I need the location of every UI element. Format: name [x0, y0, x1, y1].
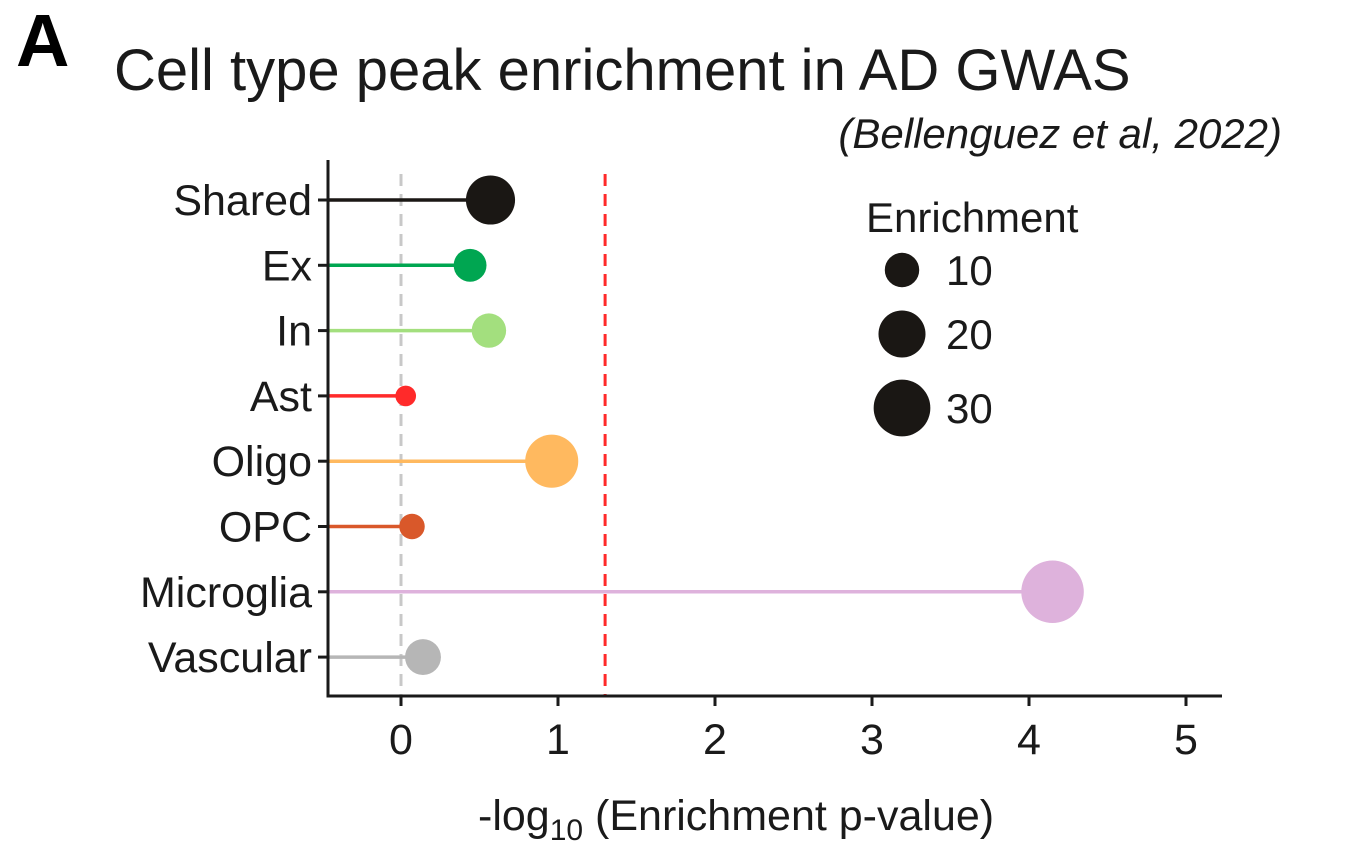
legend-size-dot-10	[884, 252, 920, 288]
lollipop-point-opc	[399, 513, 425, 540]
lollipop-point-oligo	[525, 434, 579, 488]
category-label-microglia: Microglia	[140, 569, 312, 617]
category-label-opc: OPC	[219, 504, 312, 552]
category-label-ex: Ex	[262, 242, 313, 290]
lollipop-point-ast	[395, 385, 417, 407]
lollipop-point-in	[471, 313, 507, 348]
legend-size-label-20: 20	[946, 311, 993, 358]
panel-letter: A	[16, 0, 69, 82]
x-axis-label-rest: (Enrichment p-value)	[583, 792, 994, 840]
reference-lines	[399, 174, 607, 696]
lollipop-point-microglia	[1021, 560, 1084, 624]
legend-size-dot-30	[873, 379, 931, 437]
size-legend: Enrichment 10 20 30	[866, 194, 1079, 437]
plot-area: Shared Ex In Ast Oligo OPC Microglia Vascular 0…	[140, 160, 1222, 764]
lollipop-series	[328, 175, 1084, 676]
x-tick-label: 0	[389, 716, 413, 764]
legend-size-label-10: 10	[946, 247, 993, 294]
lollipop-point-shared	[465, 175, 516, 225]
category-label-in: In	[276, 308, 312, 356]
legend-size-label-30: 30	[946, 385, 993, 432]
x-tick-label: 4	[1017, 716, 1041, 764]
legend-title: Enrichment	[866, 194, 1079, 241]
x-tick-label: 2	[703, 716, 727, 764]
category-label-shared: Shared	[173, 177, 312, 225]
axes	[318, 160, 1222, 706]
x-tick-label: 1	[546, 716, 570, 764]
category-labels: Shared Ex In Ast Oligo OPC Microglia Vascular	[140, 177, 313, 682]
x-tick-label: 5	[1174, 716, 1198, 764]
chart-subtitle: (Bellenguez et al, 2022)	[838, 110, 1282, 157]
lollipop-point-vascular	[405, 639, 441, 676]
x-tick-label: 3	[860, 716, 884, 764]
category-label-oligo: Oligo	[212, 438, 312, 486]
x-tick-labels: 0 1 2 3 4 5	[389, 716, 1198, 764]
category-label-vascular: Vascular	[148, 634, 312, 682]
lollipop-point-ex	[453, 248, 487, 282]
chart-title: Cell type peak enrichment in AD GWAS	[114, 38, 1131, 103]
legend-size-dot-20	[878, 310, 926, 358]
category-label-ast: Ast	[250, 373, 312, 421]
x-axis-label: -log10 (Enrichment p-value)	[478, 792, 994, 847]
x-axis-label-subscript: 10	[550, 814, 583, 847]
x-axis-label-main: -log	[478, 792, 550, 840]
